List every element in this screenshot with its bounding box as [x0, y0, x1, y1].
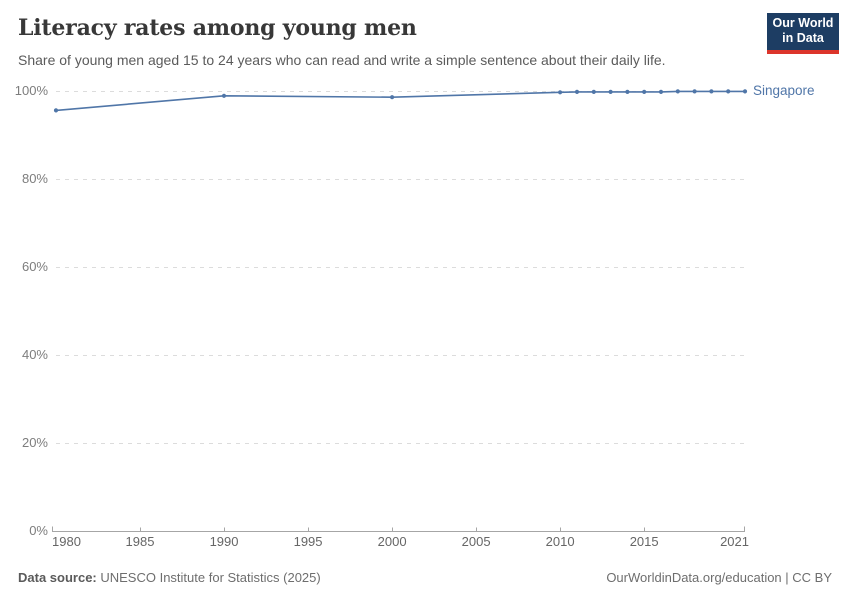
- data-point[interactable]: [390, 95, 395, 100]
- data-point[interactable]: [53, 108, 59, 113]
- data-source-note: Data source: UNESCO Institute for Statis…: [18, 570, 321, 585]
- data-source-text: UNESCO Institute for Statistics (2025): [96, 570, 321, 585]
- data-point[interactable]: [558, 90, 563, 95]
- y-tick-label: 40%: [21, 347, 48, 362]
- owid-logo[interactable]: Our World in Data: [767, 13, 839, 54]
- x-tick-label: 2010: [545, 534, 575, 549]
- attribution-link[interactable]: OurWorldinData.org/education | CC BY: [606, 570, 832, 585]
- series-line-singapore[interactable]: [55, 90, 745, 112]
- y-tick-label: 100%: [14, 83, 48, 98]
- x-tick-label: 1995: [293, 534, 323, 549]
- data-source-label: Data source:: [18, 570, 97, 585]
- page-title: Literacy rates among young men: [18, 15, 417, 41]
- y-tick-label: 80%: [21, 171, 48, 186]
- x-tick-label: 1985: [125, 534, 155, 549]
- owid-logo-redbar: [767, 50, 839, 54]
- y-tick-label: 0%: [29, 523, 48, 538]
- owid-logo-text: Our World in Data: [767, 13, 839, 50]
- x-tick-label: 1990: [209, 534, 239, 549]
- data-point[interactable]: [642, 89, 647, 94]
- data-point[interactable]: [625, 89, 630, 94]
- data-point[interactable]: [742, 89, 748, 94]
- y-tick-label: 20%: [21, 435, 48, 450]
- chart-subtitle: Share of young men aged 15 to 24 years w…: [18, 52, 666, 68]
- data-point[interactable]: [675, 89, 680, 94]
- x-tick-label: 2015: [629, 534, 659, 549]
- x-tick-label: 2021: [720, 534, 749, 549]
- data-point[interactable]: [591, 89, 596, 94]
- data-point[interactable]: [658, 89, 664, 94]
- x-tick-label: 2005: [461, 534, 491, 549]
- series-label-singapore[interactable]: Singapore: [753, 83, 815, 99]
- data-point[interactable]: [709, 89, 714, 94]
- y-tick-label: 60%: [21, 259, 48, 274]
- data-point[interactable]: [726, 89, 731, 94]
- chart-footer: Data source: UNESCO Institute for Statis…: [18, 570, 832, 585]
- data-point[interactable]: [692, 89, 697, 94]
- data-point[interactable]: [608, 89, 613, 94]
- x-tick-label: 2000: [377, 534, 407, 549]
- x-tick-label: 1980: [52, 534, 81, 549]
- data-point[interactable]: [574, 89, 580, 94]
- data-point[interactable]: [221, 93, 227, 98]
